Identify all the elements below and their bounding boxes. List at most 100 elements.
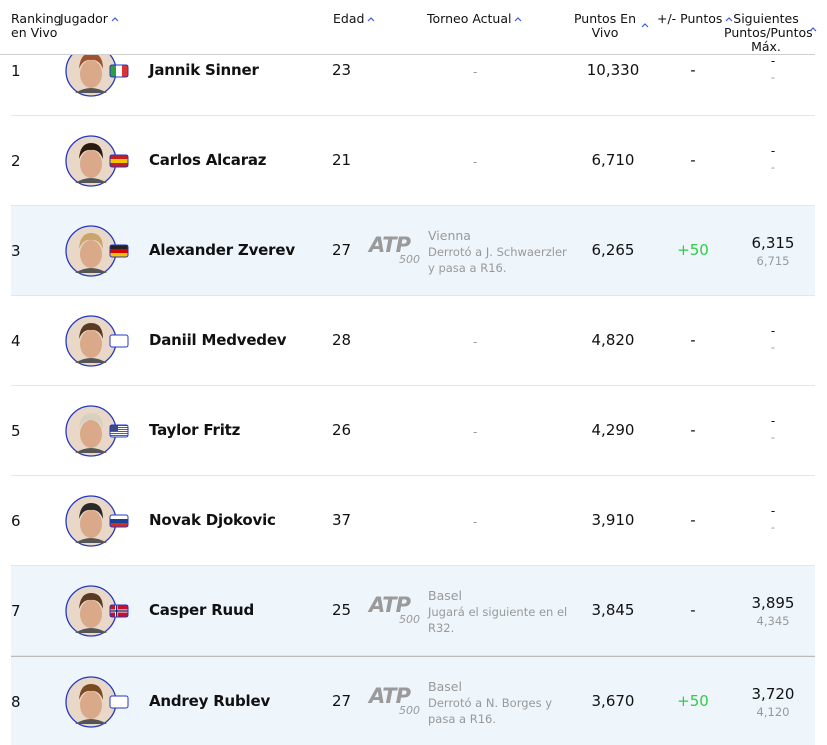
header-text: Jugador — [60, 11, 108, 26]
table-row[interactable]: 6 Novak Djokovic 37 - 3,910 - - - — [11, 476, 815, 566]
tournament-logo: ATP 500 — [369, 593, 420, 626]
max-points: - — [770, 430, 776, 444]
table-row[interactable]: 7 Casper Ruud 25 ATP 500 Basel Jugará el sigu… — [11, 566, 815, 656]
table-row[interactable]: 8 Andrey Rublev 27 ATP 500 Basel Derrotó a N.… — [11, 656, 815, 745]
header-next[interactable]: Siguientes Puntos/Puntos Máx. — [724, 12, 813, 54]
player-name[interactable]: Daniil Medvedev — [149, 331, 287, 349]
rank: 2 — [11, 152, 21, 170]
logo-tier: 500 — [399, 613, 420, 626]
age: 26 — [332, 421, 352, 439]
rank: 7 — [11, 602, 21, 620]
table-row[interactable]: 5 Taylor Fritz 26 - 4,290 - - - — [11, 386, 815, 476]
table-row[interactable]: 4 Daniil Medvedev 28 - 4,820 - - - — [11, 296, 815, 386]
rank: 4 — [11, 332, 21, 350]
sort-icon — [725, 17, 733, 22]
player-name[interactable]: Jannik Sinner — [149, 61, 259, 79]
next-points: - — [770, 144, 776, 158]
player-name[interactable]: Novak Djokovic — [149, 511, 276, 529]
points-change: - — [690, 331, 696, 349]
tournament-status: Jugará el siguiente en el R32. — [428, 605, 568, 635]
player-avatar — [65, 676, 129, 728]
header-text: Ranking en Vivo — [11, 11, 62, 40]
player-avatar — [65, 135, 129, 187]
max-points: 4,345 — [756, 614, 790, 628]
live-points: 3,670 — [591, 692, 635, 710]
live-points: 6,710 — [591, 151, 635, 169]
age: 21 — [332, 151, 352, 169]
header-text: Puntos En Vivo — [573, 11, 637, 40]
max-points: - — [770, 70, 776, 84]
header-change[interactable]: +/- Puntos — [657, 12, 733, 26]
rank: 6 — [11, 512, 21, 530]
tournament-status: Derrotó a J. Schwaerzler y pasa a R16. — [428, 245, 567, 275]
max-points: - — [770, 340, 776, 354]
live-points: 3,910 — [591, 511, 635, 529]
points-change: +50 — [677, 692, 709, 710]
age: 23 — [332, 61, 352, 79]
points-change: - — [690, 421, 696, 439]
points-change: +50 — [677, 241, 709, 259]
header-text: +/- Puntos — [657, 11, 723, 26]
logo-tier: 500 — [399, 704, 420, 717]
next-points: 6,315 — [751, 234, 795, 252]
next-points: - — [770, 54, 776, 68]
max-points: - — [770, 520, 776, 534]
age: 27 — [332, 241, 352, 259]
player-name[interactable]: Alexander Zverev — [149, 241, 295, 259]
live-points: 10,330 — [586, 61, 640, 79]
tournament-empty: - — [473, 65, 478, 79]
tournament-empty: - — [473, 335, 478, 349]
header-rank[interactable]: Ranking en Vivo — [11, 11, 62, 40]
logo-brand: ATP — [369, 593, 411, 617]
tournament-empty: - — [473, 155, 478, 169]
live-points: 6,265 — [591, 241, 635, 259]
player-avatar — [65, 495, 129, 547]
player-name[interactable]: Andrey Rublev — [149, 692, 271, 710]
table-row[interactable]: 1 Jannik Sinner 23 - 10,330 - - - — [11, 26, 815, 116]
tournament-name: Basel — [428, 679, 462, 694]
max-points: 6,715 — [756, 254, 790, 268]
header-tournament[interactable]: Torneo Actual — [427, 12, 522, 26]
sort-icon — [111, 17, 119, 22]
next-points: - — [770, 324, 776, 338]
player-name[interactable]: Casper Ruud — [149, 601, 255, 619]
sort-icon — [368, 17, 375, 22]
tournament-empty: - — [473, 425, 478, 439]
next-points: 3,720 — [751, 685, 795, 703]
table-header: Ranking en Vivo Jugador Edad Torneo Actu… — [0, 0, 817, 55]
header-points[interactable]: Puntos En Vivo — [572, 12, 638, 40]
age: 25 — [332, 601, 352, 619]
table-row[interactable]: 2 Carlos Alcaraz 21 - 6,710 - - - — [11, 116, 815, 206]
player-name[interactable]: Carlos Alcaraz — [149, 151, 267, 169]
player-avatar — [65, 225, 129, 277]
logo-tier: 500 — [399, 253, 420, 266]
logo-brand: ATP — [369, 684, 411, 708]
sort-icon — [809, 27, 817, 32]
logo-brand: ATP — [369, 233, 411, 257]
age: 27 — [332, 692, 352, 710]
rank: 5 — [11, 422, 21, 440]
live-points: 4,290 — [591, 421, 635, 439]
rank: 8 — [11, 693, 21, 711]
player-avatar — [65, 315, 129, 367]
rank: 3 — [11, 242, 21, 260]
age: 28 — [332, 331, 352, 349]
tournament-name: Vienna — [428, 228, 471, 243]
tournament-empty: - — [473, 515, 478, 529]
player-name[interactable]: Taylor Fritz — [149, 421, 241, 439]
max-points: 4,120 — [756, 705, 790, 719]
next-points: - — [770, 414, 776, 428]
live-points: 4,820 — [591, 331, 635, 349]
sort-icon — [641, 23, 649, 28]
max-points: - — [770, 160, 776, 174]
header-player[interactable]: Jugador — [60, 12, 119, 26]
live-points: 3,845 — [591, 601, 635, 619]
table-row[interactable]: 3 Alexander Zverev 27 ATP 500 Vienna Derrotó … — [11, 206, 815, 296]
header-age[interactable]: Edad — [333, 12, 375, 26]
header-text: Siguientes Puntos/Puntos Máx. — [724, 11, 813, 54]
tournament-logo: ATP 500 — [369, 233, 420, 266]
sort-icon — [515, 17, 522, 22]
age: 37 — [332, 511, 352, 529]
